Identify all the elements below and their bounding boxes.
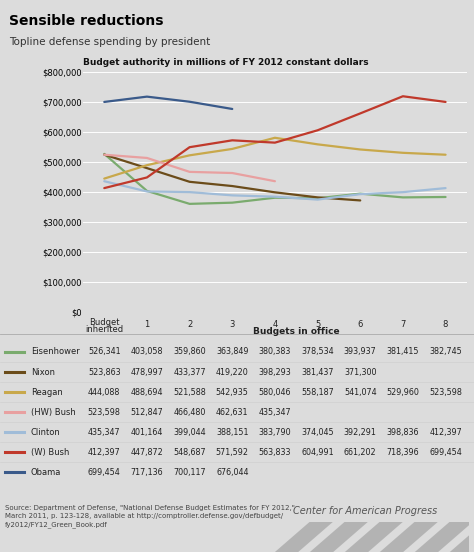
Text: Source: Department of Defense, "National Defense Budget Estimates for FY 2012,"
: Source: Department of Defense, "National… [5,505,295,528]
Text: 398,836: 398,836 [387,428,419,437]
Text: Eisenhower: Eisenhower [31,347,80,357]
Text: 462,631: 462,631 [216,407,248,417]
Text: 717,136: 717,136 [131,468,163,477]
Text: 548,687: 548,687 [173,448,206,457]
Text: 393,937: 393,937 [344,347,377,357]
Text: 371,300: 371,300 [344,368,376,376]
Text: 399,044: 399,044 [173,428,206,437]
Text: 5: 5 [315,320,320,329]
Text: 521,588: 521,588 [173,388,206,396]
Text: 3: 3 [229,320,235,329]
Text: 4: 4 [272,320,278,329]
Text: 6: 6 [357,320,363,329]
Text: 398,293: 398,293 [258,368,292,376]
Text: 8: 8 [443,320,448,329]
Text: 381,437: 381,437 [301,368,334,376]
Text: 412,397: 412,397 [429,428,462,437]
Text: 433,377: 433,377 [173,368,206,376]
Text: 661,202: 661,202 [344,448,376,457]
Polygon shape [450,522,474,552]
Text: Budget authority in millions of FY 2012 constant dollars: Budget authority in millions of FY 2012 … [83,58,369,67]
Text: 523,863: 523,863 [88,368,120,376]
Text: Clinton: Clinton [31,428,61,437]
Polygon shape [275,522,333,552]
Polygon shape [310,522,368,552]
Text: 363,849: 363,849 [216,347,248,357]
Text: 447,872: 447,872 [130,448,164,457]
Text: 359,860: 359,860 [173,347,206,357]
Text: 392,291: 392,291 [344,428,377,437]
Text: 558,187: 558,187 [301,388,334,396]
Text: 388,151: 388,151 [216,428,248,437]
Text: 699,454: 699,454 [429,448,462,457]
Text: inherited: inherited [85,325,123,334]
Text: Topline defense spending by president: Topline defense spending by president [9,36,211,46]
Text: 699,454: 699,454 [88,468,121,477]
Text: 383,790: 383,790 [259,428,291,437]
Text: Budget: Budget [89,318,119,327]
Text: 7: 7 [400,320,406,329]
Text: 419,220: 419,220 [216,368,249,376]
Text: 523,598: 523,598 [88,407,121,417]
Text: 571,592: 571,592 [216,448,249,457]
Text: Obama: Obama [31,468,61,477]
Text: 444,088: 444,088 [88,388,120,396]
Text: 478,997: 478,997 [130,368,164,376]
Text: 523,598: 523,598 [429,388,462,396]
Text: 676,044: 676,044 [216,468,248,477]
Text: 488,694: 488,694 [131,388,163,396]
Text: 435,347: 435,347 [259,407,291,417]
Text: 526,341: 526,341 [88,347,120,357]
Text: Reagan: Reagan [31,388,63,396]
Text: 541,074: 541,074 [344,388,376,396]
Polygon shape [415,522,473,552]
Text: 381,415: 381,415 [387,347,419,357]
Text: 2: 2 [187,320,192,329]
Text: 403,058: 403,058 [131,347,163,357]
Text: (W) Bush: (W) Bush [31,448,69,457]
Text: 580,046: 580,046 [259,388,291,396]
Text: (HW) Bush: (HW) Bush [31,407,75,417]
Text: 401,164: 401,164 [131,428,163,437]
Text: 529,960: 529,960 [386,388,419,396]
Text: 466,480: 466,480 [173,407,206,417]
Text: 604,991: 604,991 [301,448,334,457]
Text: 435,347: 435,347 [88,428,120,437]
Text: 380,383: 380,383 [259,347,291,357]
Text: 512,847: 512,847 [130,407,164,417]
Text: 542,935: 542,935 [216,388,249,396]
Text: Sensible reductions: Sensible reductions [9,14,164,28]
Text: 718,396: 718,396 [387,448,419,457]
Text: 378,534: 378,534 [301,347,334,357]
Text: 412,397: 412,397 [88,448,121,457]
Text: Nixon: Nixon [31,368,55,376]
Text: 374,045: 374,045 [301,428,334,437]
Text: 700,117: 700,117 [173,468,206,477]
Text: 1: 1 [144,320,150,329]
Polygon shape [380,522,438,552]
Polygon shape [345,522,403,552]
Text: 382,745: 382,745 [429,347,462,357]
Text: 563,833: 563,833 [259,448,291,457]
Text: Center for American Progress: Center for American Progress [293,506,437,516]
Text: Budgets in office: Budgets in office [253,327,339,336]
